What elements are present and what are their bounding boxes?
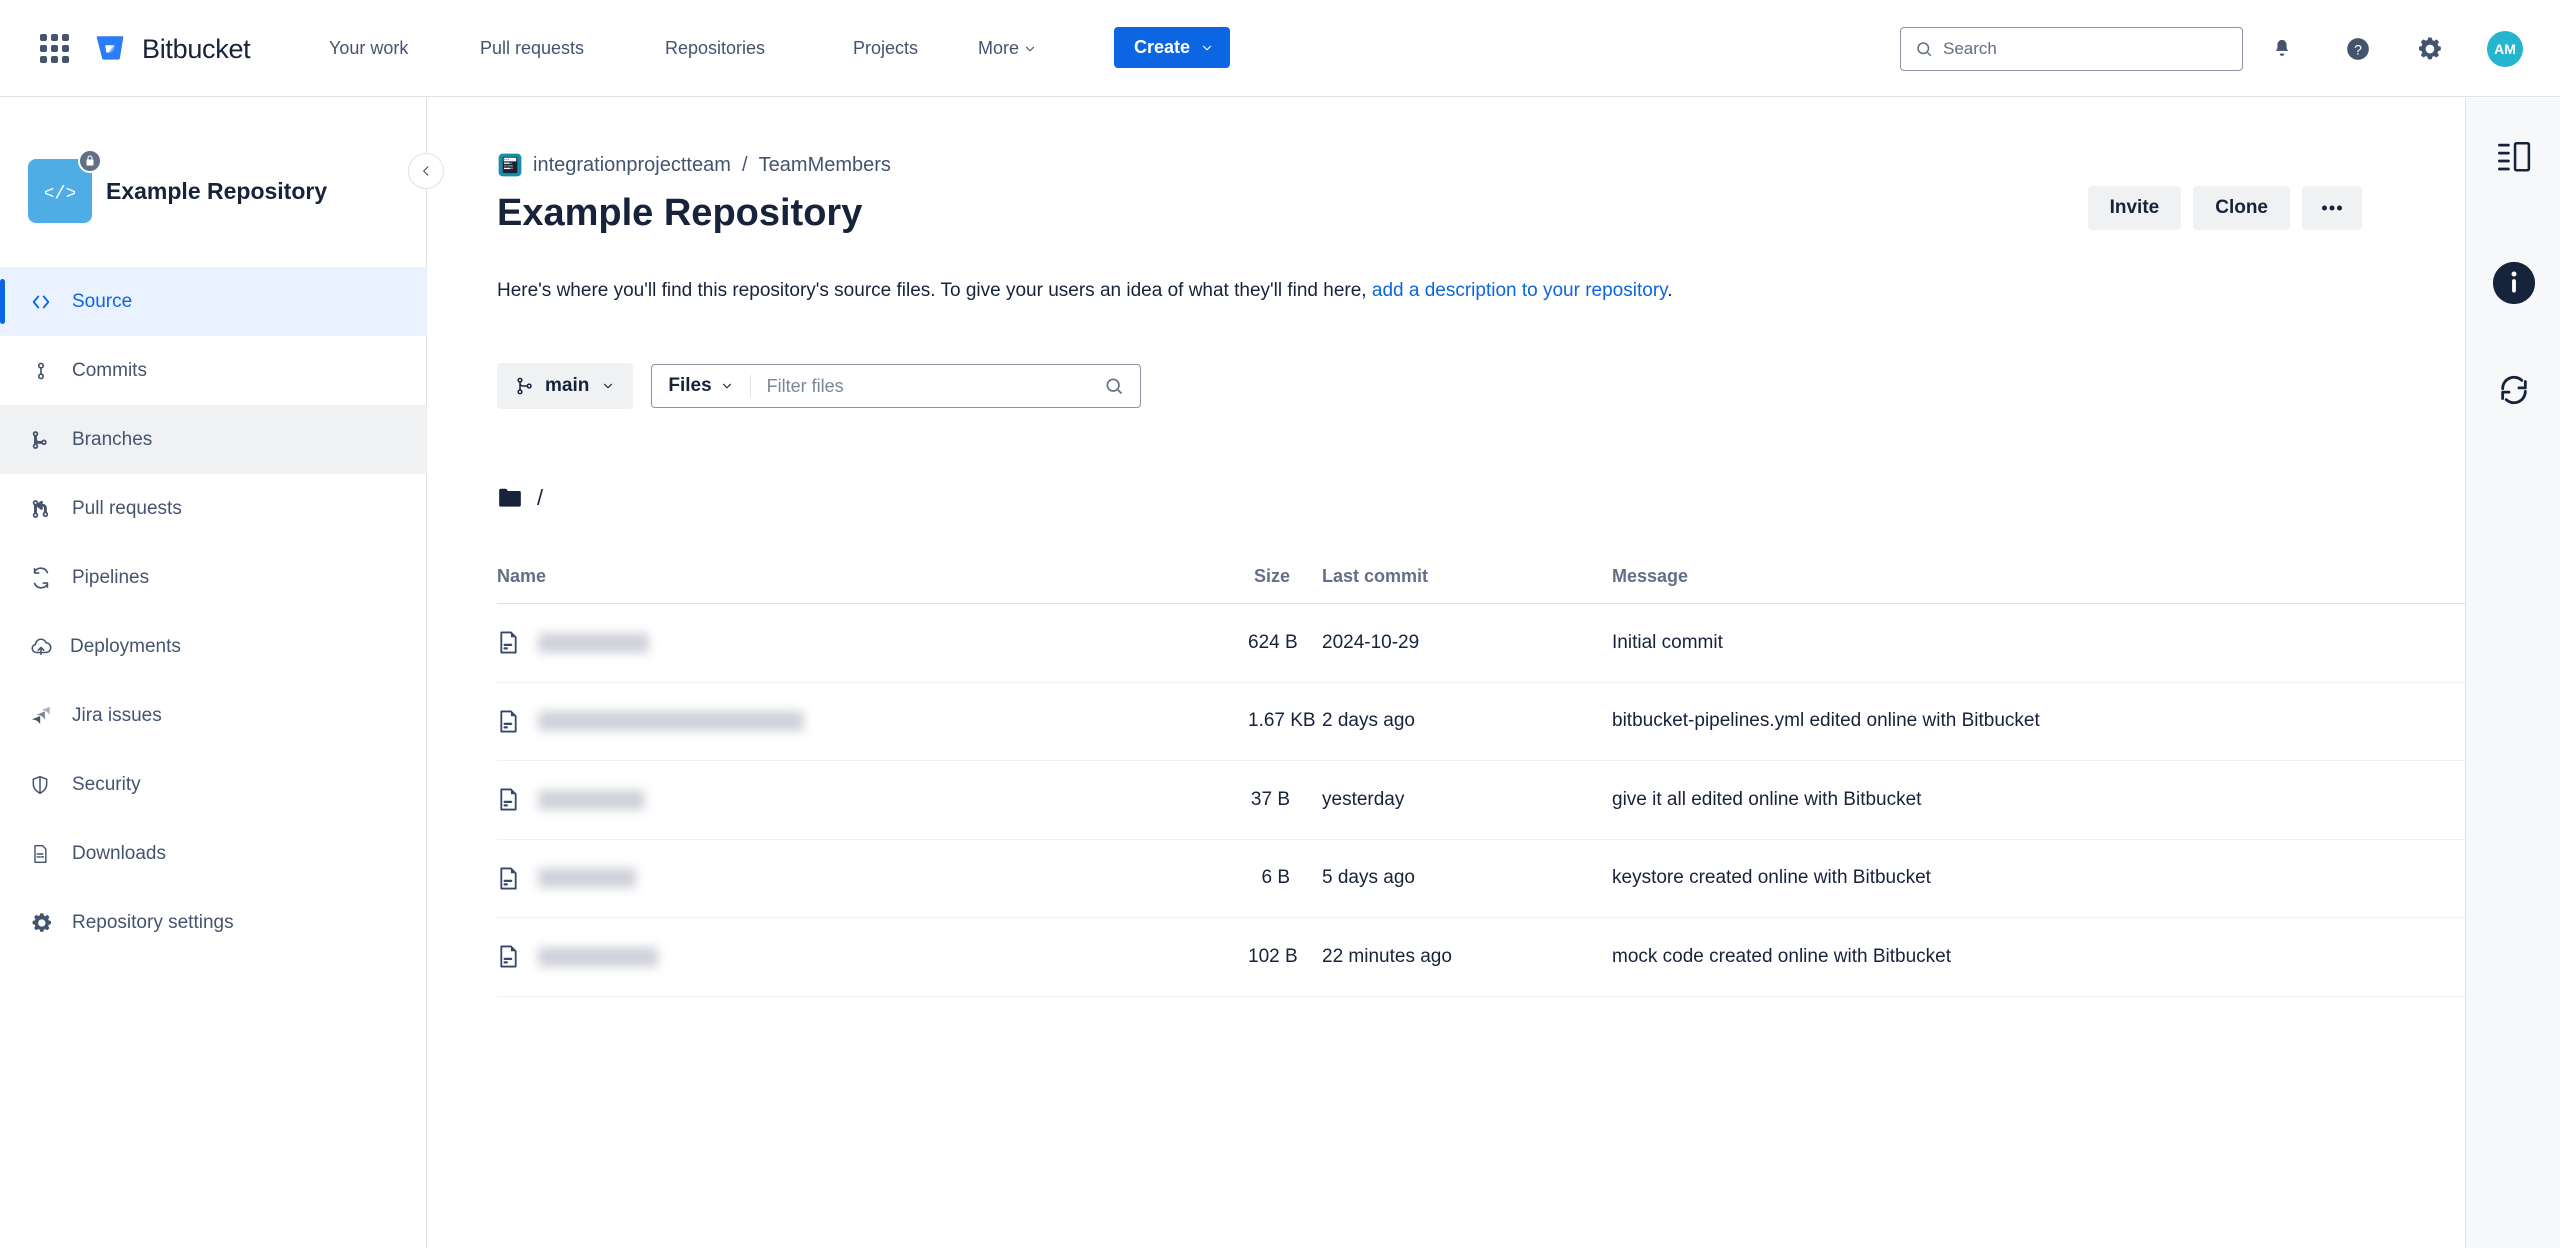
svg-text:</>: </> [45,183,75,205]
svg-text:?: ? [2354,41,2362,57]
